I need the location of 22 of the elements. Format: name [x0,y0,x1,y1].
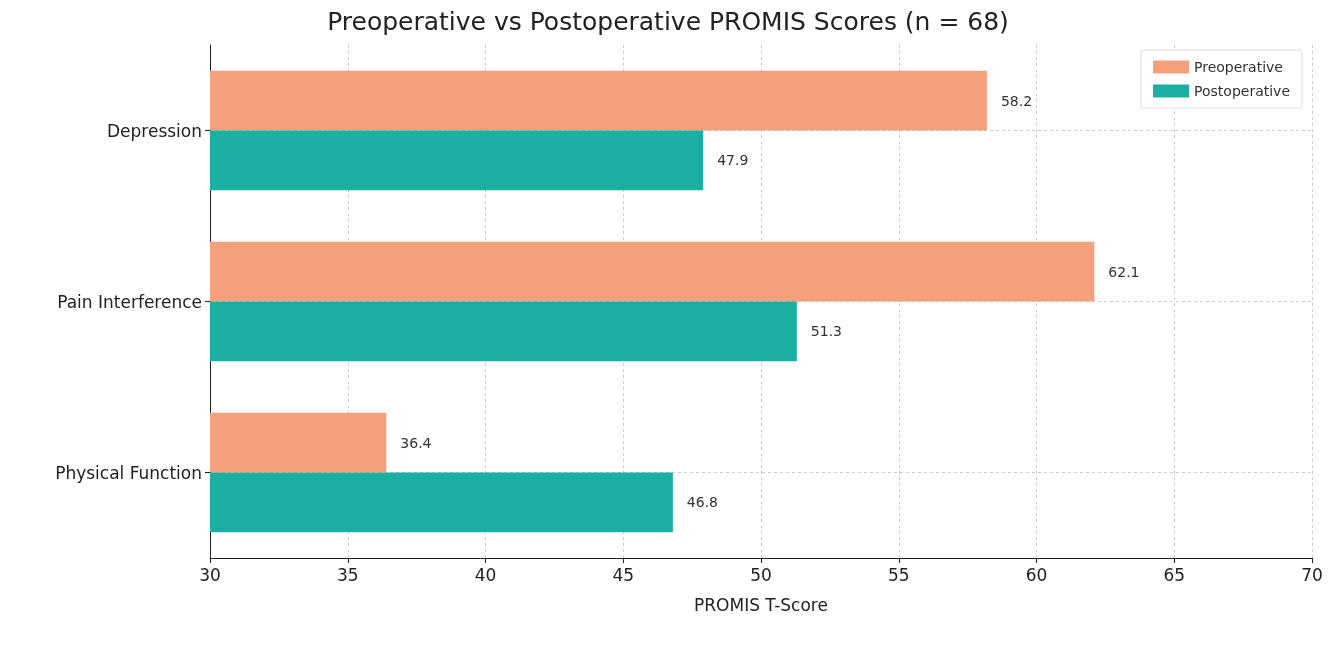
x-tick-label: 30 [199,564,221,585]
data-label: 58.2 [1000,92,1033,109]
chart-title: Preoperative vs Postoperative PROMIS Scores (n = 68) [327,7,1009,36]
y-tick-label: Physical Function [55,462,202,483]
x-tick-label: 45 [612,564,635,585]
legend-label: Preoperative [1194,59,1283,75]
x-tick-label: 50 [750,564,772,585]
x-tick-label: 35 [336,564,359,585]
x-tick-label: 40 [474,564,497,585]
x-axis-title: PROMIS T-Score [694,594,828,615]
data-label: 51.3 [810,323,842,340]
legend-label: Postoperative [1194,83,1291,99]
x-tick-label: 70 [1301,564,1323,585]
data-label: 62.1 [1108,263,1140,280]
data-label: 46.8 [686,494,719,511]
x-tick-label: 60 [1025,564,1048,585]
data-label: 47.9 [717,152,749,169]
data-label: 36.4 [400,434,432,451]
x-tick-label: 55 [887,564,910,585]
y-tick-label: Pain Interference [57,291,202,312]
x-tick-label: 65 [1163,564,1186,585]
y-tick-label: Depression [106,120,202,141]
